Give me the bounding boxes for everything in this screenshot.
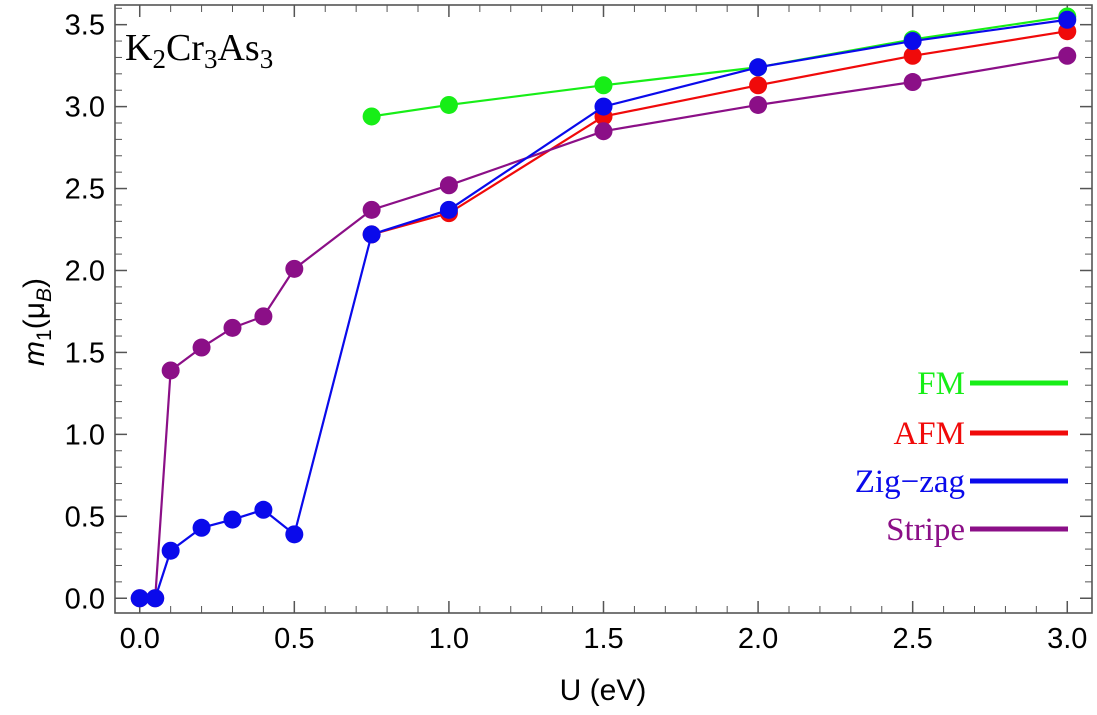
data-point-afm xyxy=(903,46,922,65)
series-layer xyxy=(130,7,1077,608)
data-point-stripe xyxy=(594,122,613,141)
data-point-stripe xyxy=(254,307,273,326)
data-point-fm xyxy=(362,107,381,126)
legend-item-stripe: Stripe xyxy=(886,512,1068,548)
chart-title: K2Cr3As3 xyxy=(125,27,273,74)
data-point-zig-zag xyxy=(1058,10,1077,29)
legend-item-afm: AFM xyxy=(893,416,1068,452)
x-tick-label: 1.0 xyxy=(429,623,469,655)
legend-label-zig-zag: Zig−zag xyxy=(855,464,965,500)
data-point-stripe xyxy=(749,95,768,114)
data-point-fm xyxy=(439,95,458,114)
data-point-zig-zag xyxy=(903,32,922,51)
x-tick-label: 1.5 xyxy=(583,623,623,655)
data-point-zig-zag xyxy=(223,510,242,529)
data-point-stripe xyxy=(192,338,211,357)
data-point-stripe xyxy=(285,259,304,278)
x-tick-label: 2.0 xyxy=(738,623,778,655)
y-tick-label: 0.0 xyxy=(65,583,105,615)
data-point-stripe xyxy=(161,361,180,380)
data-point-zig-zag xyxy=(285,525,304,544)
x-axis-title: U (eV) xyxy=(560,674,647,707)
data-point-stripe xyxy=(1058,46,1077,65)
data-point-afm xyxy=(749,76,768,95)
x-tick-label: 3.0 xyxy=(1047,623,1087,655)
legend-label-afm: AFM xyxy=(893,416,965,452)
data-point-stripe xyxy=(903,73,922,92)
series-zig-zag xyxy=(130,10,1077,608)
y-axis-title: m1(μB) xyxy=(18,278,56,366)
y-tick-label: 2.5 xyxy=(65,174,105,206)
series-line-fm xyxy=(371,15,1068,118)
legend-label-fm: FM xyxy=(917,366,965,402)
y-tick-label: 0.5 xyxy=(65,501,105,533)
x-tick-label: 0.0 xyxy=(120,623,160,655)
y-tick-label: 3.5 xyxy=(65,10,105,42)
data-point-zig-zag xyxy=(192,518,211,537)
y-tick-label: 3.0 xyxy=(65,92,105,124)
data-point-zig-zag xyxy=(749,58,768,77)
series-line-afm xyxy=(371,30,1068,236)
legend: FM AFM Zig−zag Stripe xyxy=(855,366,1068,548)
data-point-fm xyxy=(594,76,613,95)
ticks-layer: 0.0 0.5 1.0 1.5 2.0 2.5 3.0 0.0 0.5 1.0 1.5 2.0 2.5 3… xyxy=(65,5,1092,655)
data-point-zig-zag xyxy=(130,589,149,608)
y-tick-label: 1.0 xyxy=(65,419,105,451)
data-point-zig-zag xyxy=(161,541,180,560)
data-point-stripe xyxy=(439,176,458,195)
data-point-stripe xyxy=(223,318,242,337)
legend-item-fm: FM xyxy=(917,366,1068,402)
y-tick-label: 1.5 xyxy=(65,337,105,369)
x-tick-label: 0.5 xyxy=(274,623,314,655)
data-point-zig-zag xyxy=(362,225,381,244)
series-afm xyxy=(362,22,1077,244)
legend-label-stripe: Stripe xyxy=(886,512,965,548)
data-point-stripe xyxy=(362,200,381,219)
legend-item-zig-zag: Zig−zag xyxy=(855,464,1068,500)
x-tick-label: 2.5 xyxy=(893,623,933,655)
data-point-zig-zag xyxy=(439,200,458,219)
y-tick-label: 2.0 xyxy=(65,255,105,287)
data-point-zig-zag xyxy=(254,500,273,519)
data-point-zig-zag xyxy=(594,97,613,116)
series-fm xyxy=(362,7,1077,126)
data-point-zig-zag xyxy=(146,589,165,608)
